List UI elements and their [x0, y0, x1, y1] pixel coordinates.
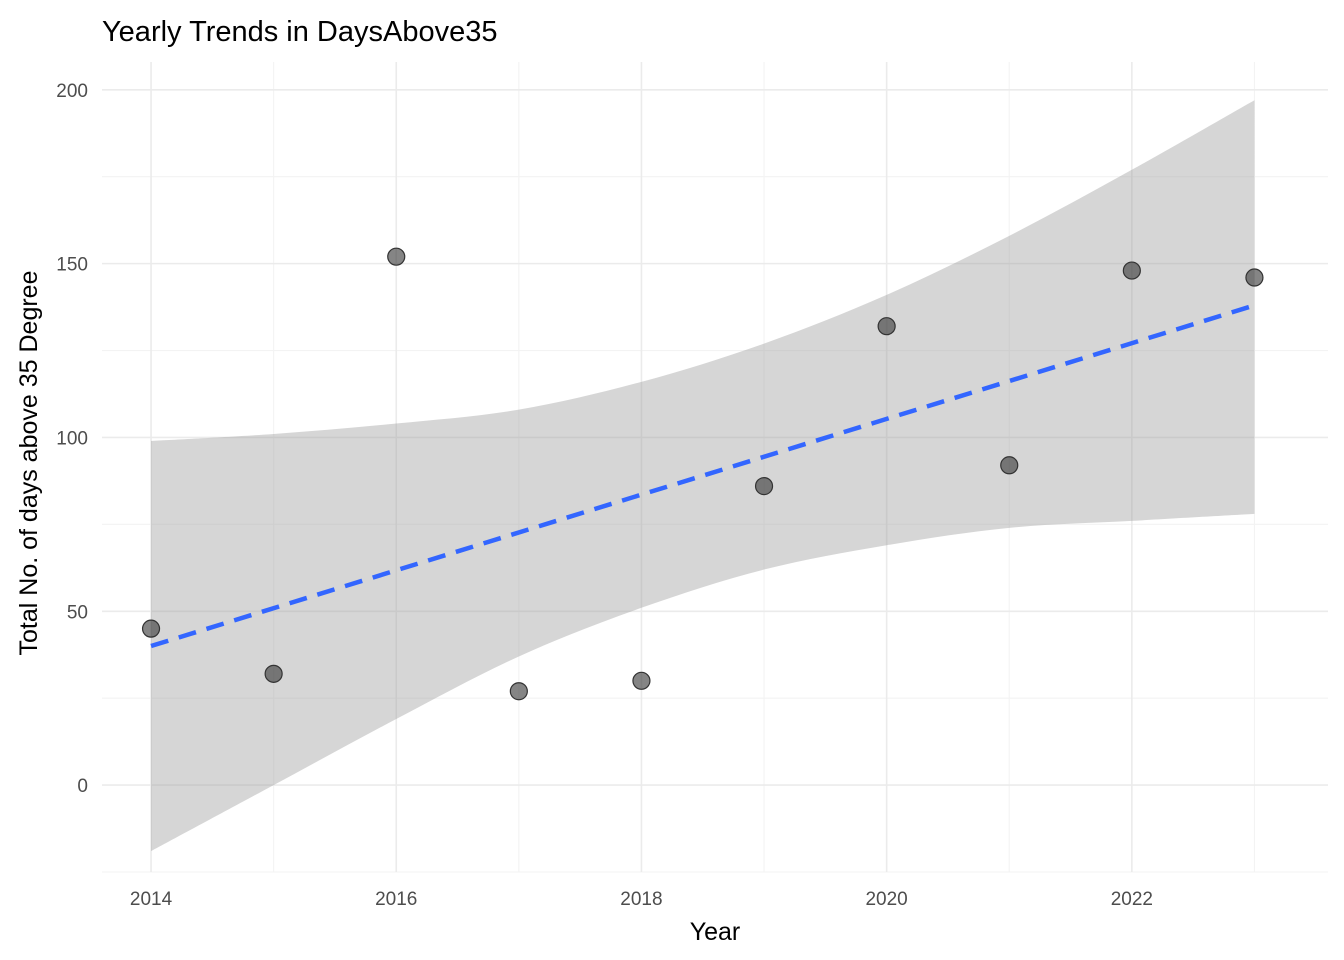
data-point — [509, 682, 528, 701]
data-point — [264, 664, 283, 683]
x-tick-label: 2016 — [375, 889, 417, 910]
x-tick-label: 2018 — [620, 889, 662, 910]
data-point — [1122, 261, 1141, 280]
y-tick-label: 0 — [77, 776, 88, 797]
grid-lines — [102, 62, 1328, 873]
data-point — [387, 247, 406, 266]
y-tick-label: 100 — [56, 428, 88, 449]
y-tick-label: 150 — [56, 255, 88, 276]
data-point — [632, 671, 651, 690]
chart-title: Yearly Trends in DaysAbove35 — [102, 16, 498, 48]
x-axis-ticks: 2014 2016 2018 2020 2022 — [130, 889, 1153, 910]
data-point — [754, 477, 774, 496]
data-point — [877, 317, 896, 336]
y-axis-title: Total No. of days above 35 Degree — [15, 271, 43, 656]
trend-line-group — [150, 303, 1256, 649]
x-tick-label: 2022 — [1111, 889, 1153, 910]
confidence-band — [151, 100, 1255, 852]
data-point — [141, 619, 161, 638]
confidence-band-area — [151, 100, 1255, 852]
x-tick-label: 2020 — [865, 889, 907, 910]
y-tick-label: 200 — [56, 81, 88, 102]
y-tick-label: 50 — [67, 602, 88, 623]
trend-line — [150, 303, 1256, 649]
y-axis-ticks: 0 50 100 150 200 — [56, 81, 88, 797]
x-tick-label: 2014 — [130, 889, 173, 910]
x-axis-title: Year — [690, 918, 741, 946]
data-points — [141, 247, 1264, 701]
data-point — [1000, 456, 1019, 475]
data-point — [1245, 268, 1264, 287]
